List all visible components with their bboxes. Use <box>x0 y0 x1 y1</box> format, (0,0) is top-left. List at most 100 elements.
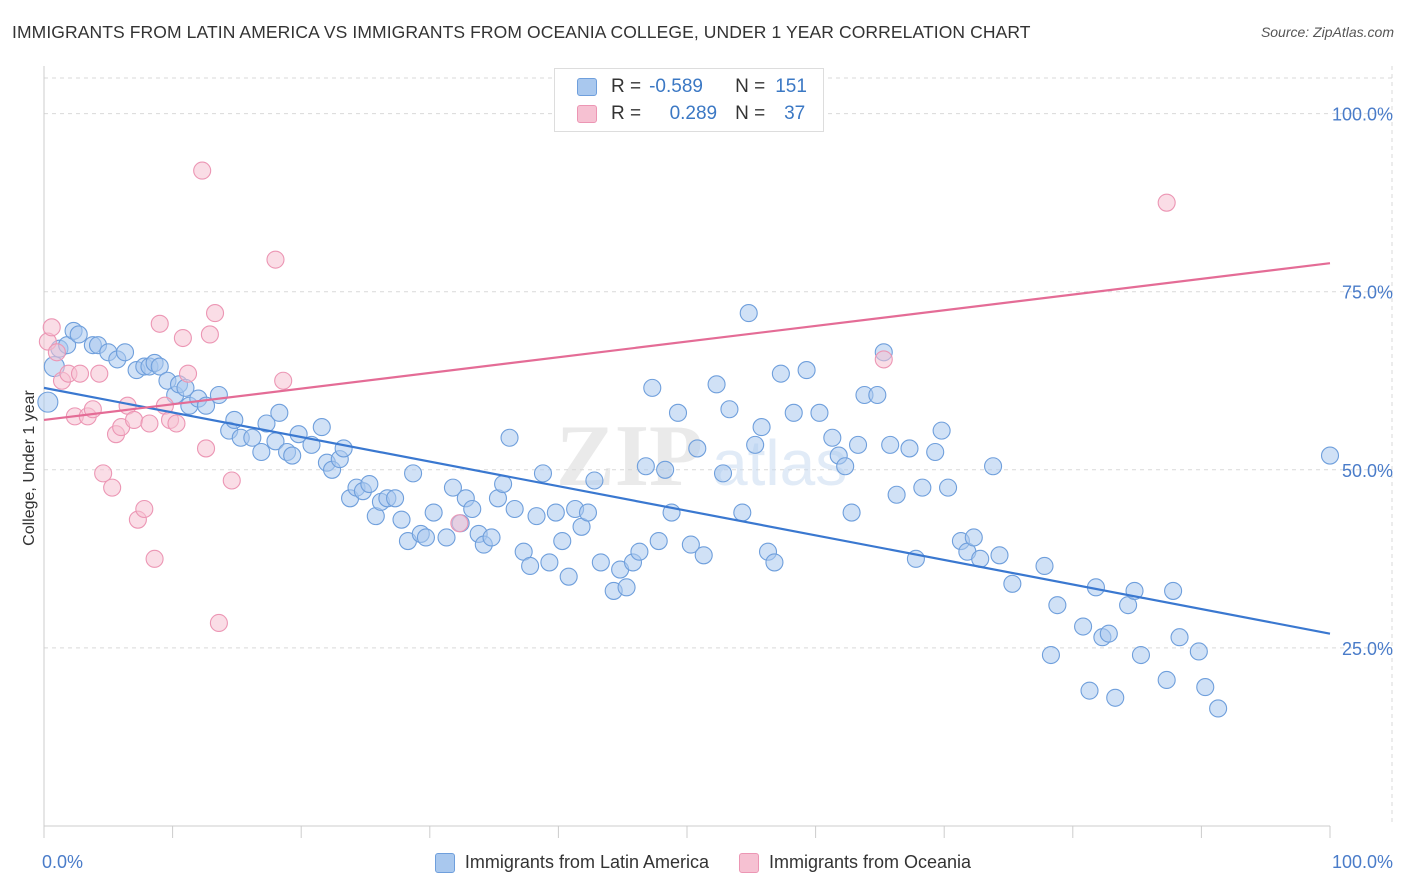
legend-swatch-oceania <box>577 105 597 123</box>
legend-swatch-latin-america <box>577 78 597 96</box>
latin-america-point <box>540 553 559 572</box>
y-tick-label: 75.0% <box>1342 283 1393 303</box>
latin-america-point <box>713 464 733 483</box>
legend-swatch-oceania <box>739 852 759 873</box>
latin-america-point <box>559 567 578 586</box>
oceania-point <box>94 464 113 483</box>
latin-america-point <box>270 403 289 422</box>
legend-swatch-latin-america <box>434 852 455 873</box>
latin-america-point <box>932 421 951 440</box>
latin-america-point <box>209 385 228 405</box>
latin-america-point <box>252 442 271 462</box>
latin-america-point <box>1320 446 1340 465</box>
latin-america-point <box>463 499 482 519</box>
latin-america-point <box>591 553 610 572</box>
y-tick-label: 100.0% <box>1332 105 1393 125</box>
latin-america-point <box>913 478 932 497</box>
latin-america-point <box>842 503 861 522</box>
latin-america-point <box>416 528 435 547</box>
legend-r-value: -0.589 <box>649 76 703 97</box>
latin-america-point <box>643 378 662 397</box>
latin-america-point <box>868 385 887 405</box>
oceania-point <box>167 414 186 433</box>
legend-n-value: 37 <box>784 103 806 124</box>
latin-america-point <box>939 478 958 497</box>
latin-america-point <box>37 391 59 413</box>
latin-america-point <box>437 528 456 547</box>
latin-america-point <box>500 428 519 447</box>
x-tick-label: 0.0% <box>42 852 83 872</box>
latin-america-point <box>964 528 983 547</box>
legend-row-latin-america: R = -0.589 N = 151 <box>577 75 807 99</box>
latin-america-point <box>1189 642 1208 661</box>
legend-n-label: N = <box>735 76 766 97</box>
y-tick-label: 50.0% <box>1342 461 1393 481</box>
oceania-point <box>209 613 228 633</box>
latin-america-point <box>681 535 700 554</box>
legend-item-oceania: Immigrants from Oceania <box>739 852 971 873</box>
correlation-legend: R = -0.589 N = 151 R = 0.289 N = 37 <box>554 68 824 132</box>
latin-america-point <box>404 464 423 483</box>
trend-lines <box>43 262 1331 635</box>
oceania-point <box>196 439 216 458</box>
latin-america-point <box>630 542 649 561</box>
latin-america-point <box>1164 581 1183 600</box>
latin-america-point <box>1209 699 1228 718</box>
latin-america-point <box>585 471 604 490</box>
oceania-point <box>178 364 198 383</box>
latin-america-point <box>926 442 945 462</box>
latin-america-point <box>668 403 688 422</box>
x-tick-label: 100.0% <box>1332 852 1393 872</box>
latin-america-point <box>836 457 855 476</box>
latin-america-point <box>617 578 636 597</box>
latin-america-point <box>494 475 513 494</box>
latin-america-point <box>424 503 443 522</box>
latin-america-point <box>546 503 565 522</box>
latin-america-point <box>578 503 598 522</box>
oceania-point <box>90 364 109 383</box>
latin-america-point <box>636 457 655 476</box>
oceania-point <box>450 514 469 533</box>
latin-america-point <box>243 428 262 447</box>
latin-america-point <box>848 435 868 454</box>
latin-america-point <box>1003 574 1022 593</box>
legend-label-latin-america: Immigrants from Latin America <box>464 852 709 872</box>
latin-america-point <box>733 503 752 522</box>
latin-america-point <box>1080 681 1099 700</box>
latin-america-point <box>984 457 1003 476</box>
latin-america-point <box>1196 678 1215 697</box>
series-legend: Immigrants from Latin America Immigrants… <box>0 852 1406 873</box>
oceania-point <box>274 371 293 390</box>
latin-america-point <box>887 485 906 504</box>
oceania-point <box>173 328 192 348</box>
latin-america-point <box>752 418 771 437</box>
legend-r-label: R = <box>611 103 642 124</box>
oceania-trend-line <box>43 262 1331 422</box>
chart-title: IMMIGRANTS FROM LATIN AMERICA VS IMMIGRA… <box>12 22 1031 42</box>
latin-america-point <box>746 435 765 454</box>
latin-america-point <box>392 510 411 529</box>
latin-america-point <box>771 364 790 383</box>
legend-r-label: R = <box>611 76 642 97</box>
legend-n-value: 151 <box>775 76 807 97</box>
latin-america-point <box>521 556 540 576</box>
latin-america-point <box>649 531 668 551</box>
oceania-point <box>193 161 212 180</box>
source-credit: Source: ZipAtlas.com <box>1260 24 1394 40</box>
latin-america-point <box>1074 617 1093 636</box>
latin-america-point <box>533 464 553 483</box>
oceania-point <box>200 325 219 344</box>
latin-america-point <box>505 499 524 519</box>
latin-america-point <box>553 531 572 551</box>
latin-america-point <box>1106 688 1125 707</box>
latin-america-point <box>810 403 829 422</box>
latin-america-point <box>694 546 713 565</box>
oceania-point <box>140 414 159 433</box>
gridlines <box>44 66 1393 826</box>
latin-america-point <box>1157 670 1176 690</box>
y-tick-label: 25.0% <box>1342 639 1393 659</box>
latin-america-point <box>150 357 169 376</box>
latin-america-point <box>1131 645 1151 665</box>
oceania-point <box>150 314 169 333</box>
